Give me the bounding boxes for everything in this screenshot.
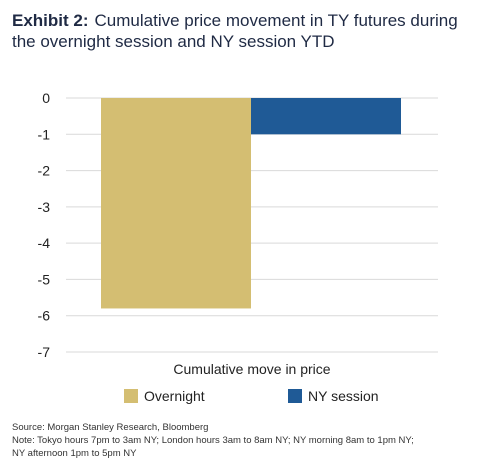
legend: Overnight NY session [0, 388, 500, 408]
y-tick-label: -3 [38, 199, 51, 215]
legend-item-ny-session: NY session [288, 388, 379, 404]
bar-chart: 0 -1 -2 -3 -4 -5 -6 -7 Cumulative move in price [38, 90, 438, 377]
note-line-2: NY afternoon 1pm to 5pm NY [12, 448, 137, 459]
y-tick-label: -6 [38, 308, 51, 324]
legend-label-ny-session: NY session [308, 388, 379, 404]
y-tick-label: -7 [38, 344, 51, 360]
bar-overnight [101, 98, 251, 309]
y-tick-label: 0 [42, 90, 50, 106]
x-axis-label: Cumulative move in price [173, 361, 330, 377]
y-tick-label: -4 [38, 235, 51, 251]
bar-ny-session [251, 98, 401, 135]
note-line-1: Note: Tokyo hours 7pm to 3am NY; London … [12, 435, 414, 446]
y-tick-label: -5 [38, 271, 51, 287]
legend-label-overnight: Overnight [144, 388, 205, 404]
chart-title: Exhibit 2: Cumulative price movement in T… [12, 10, 482, 52]
source-note: Source: Morgan Stanley Research, Bloombe… [12, 422, 209, 433]
legend-swatch-overnight [124, 389, 138, 403]
footer-notes: Source: Morgan Stanley Research, Bloombe… [12, 421, 492, 460]
legend-item-overnight: Overnight [124, 388, 205, 404]
y-axis-ticks: 0 -1 -2 -3 -4 -5 -6 -7 [38, 90, 51, 360]
legend-swatch-ny-session [288, 389, 302, 403]
bars [101, 98, 401, 309]
y-tick-label: -2 [38, 163, 51, 179]
exhibit-label: Exhibit 2: [12, 11, 89, 30]
y-tick-label: -1 [38, 126, 51, 142]
title-text: Cumulative price movement in TY futures … [12, 11, 458, 51]
